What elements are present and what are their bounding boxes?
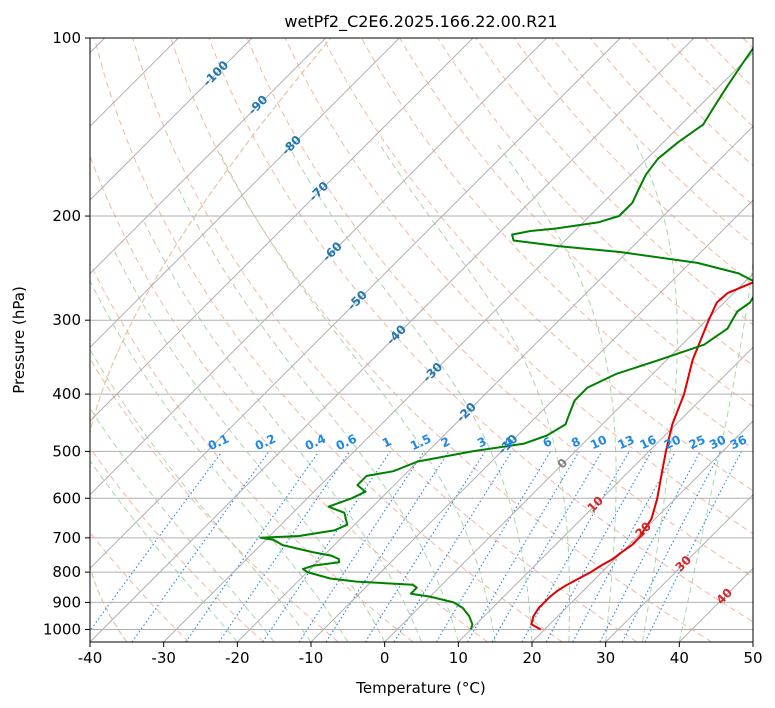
isotherm-line bbox=[310, 199, 753, 642]
temperature-profile bbox=[530, 281, 753, 631]
isotherm-line bbox=[90, 38, 695, 642]
y-tick-label: 800 bbox=[52, 563, 81, 581]
pressure-gridlines bbox=[90, 38, 753, 630]
y-tick-label: 700 bbox=[52, 529, 81, 547]
isotherm-line bbox=[163, 51, 753, 642]
moist-adiabat bbox=[90, 459, 238, 642]
mixing-ratio-line bbox=[572, 451, 676, 642]
mixing-ratio-line bbox=[218, 451, 351, 642]
mixing-ratio-line bbox=[521, 451, 630, 642]
dry-adiabat bbox=[94, 38, 563, 642]
y-tick-label: 300 bbox=[52, 311, 81, 329]
dry-adiabat bbox=[90, 357, 339, 642]
mixing-ratio-label: 36 bbox=[728, 433, 749, 453]
isotherm-line bbox=[90, 38, 327, 275]
x-tick-label: 10 bbox=[449, 649, 468, 667]
chart-title: wetPf2_C2E6.2025.166.22.00.R21 bbox=[284, 12, 557, 32]
dry-adiabat bbox=[322, 38, 753, 492]
isotherm-line bbox=[90, 38, 548, 496]
dry-adiabat bbox=[246, 38, 753, 578]
x-tick-label: -30 bbox=[151, 649, 176, 667]
theta-e-curve bbox=[90, 38, 332, 642]
mixing-ratio-line bbox=[298, 451, 425, 642]
dewpoint-profile bbox=[259, 46, 753, 630]
isotherm-line bbox=[90, 38, 400, 349]
isotherm-line bbox=[531, 420, 753, 642]
x-tick-label: 0 bbox=[380, 649, 390, 667]
mixing-ratio-line bbox=[185, 451, 320, 642]
mixing-ratio-label: 20 bbox=[662, 433, 683, 453]
x-tick-label: 50 bbox=[743, 649, 762, 667]
moist-adiabat bbox=[178, 188, 459, 642]
dry-adiabat bbox=[475, 38, 753, 326]
plot-frame bbox=[89, 37, 754, 643]
mixing-ratio-line bbox=[90, 451, 223, 632]
moist-adiabat bbox=[114, 251, 386, 642]
dry-adiabat bbox=[284, 38, 753, 535]
mixing-ratio-line bbox=[325, 451, 450, 642]
x-tick-label: -40 bbox=[78, 649, 103, 667]
x-tick-label: 20 bbox=[522, 649, 541, 667]
mixing-ratio-label: 16 bbox=[638, 433, 659, 453]
mixing-ratio-label: 10 bbox=[588, 433, 609, 453]
x-tick-label: -10 bbox=[299, 649, 324, 667]
x-tick-label: 30 bbox=[596, 649, 615, 667]
isotherm-line bbox=[236, 125, 753, 642]
mixing-ratio-label: 25 bbox=[687, 433, 708, 453]
isotherm-line bbox=[384, 272, 753, 642]
y-tick-label: 900 bbox=[52, 593, 81, 611]
x-tick-label: 40 bbox=[670, 649, 689, 667]
moist-adiabat bbox=[90, 407, 275, 642]
mixing-ratio-label: 13 bbox=[615, 433, 636, 453]
y-tick-label: 500 bbox=[52, 442, 81, 460]
isotherm-line bbox=[90, 38, 253, 201]
y-tick-label: 400 bbox=[52, 385, 81, 403]
axis-ticks: -40 -30 -20 -10 0 10 20 30 40 50 100 200 300 400 500 60… bbox=[43, 29, 763, 667]
mixing-ratio-label: 30 bbox=[707, 433, 728, 453]
mixing-ratio-line bbox=[545, 451, 652, 642]
dry-adiabat bbox=[513, 38, 753, 286]
dry-adiabat bbox=[170, 38, 712, 642]
mixing-ratio-line bbox=[644, 451, 742, 642]
mixing-ratio-line bbox=[393, 451, 513, 642]
isotherm-line bbox=[605, 493, 753, 642]
isotherm-line bbox=[457, 346, 753, 642]
isotherm-line bbox=[90, 38, 474, 422]
y-axis-title: Pressure (hPa) bbox=[10, 286, 28, 394]
y-tick-label: 600 bbox=[52, 489, 81, 507]
plot-background bbox=[90, 38, 753, 642]
moist-adiabat bbox=[90, 280, 349, 642]
dry-adiabat bbox=[90, 262, 414, 642]
y-tick-label: 100 bbox=[52, 29, 81, 47]
dry-adiabat bbox=[208, 38, 753, 623]
moist-adiabat bbox=[143, 222, 422, 642]
isotherm-line bbox=[90, 38, 621, 570]
isotherm-line bbox=[752, 641, 753, 642]
y-tick-label: 200 bbox=[52, 207, 81, 225]
dry-adiabat bbox=[90, 446, 264, 642]
sounding-profiles bbox=[259, 46, 753, 631]
x-tick-label: -20 bbox=[225, 649, 250, 667]
dry-adiabat bbox=[132, 38, 638, 642]
x-axis-title: Temperature (°C) bbox=[355, 679, 485, 697]
y-tick-label: 1000 bbox=[43, 620, 81, 638]
